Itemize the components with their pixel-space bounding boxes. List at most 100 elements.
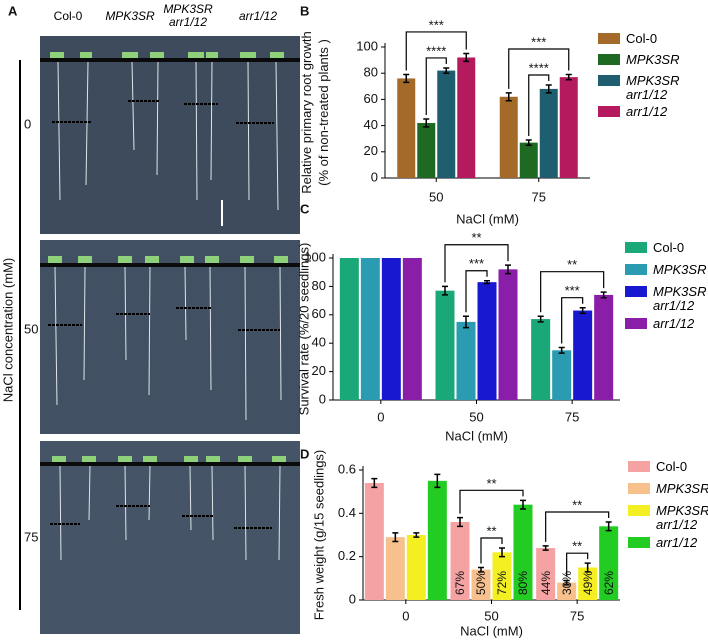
percent-label: 44% xyxy=(539,571,553,595)
legend-item: MPK3SR xyxy=(628,482,708,496)
bar xyxy=(406,535,426,600)
y-tick-label: 40 xyxy=(312,335,326,350)
y-tick-label: 40 xyxy=(364,117,378,132)
significance-bracket xyxy=(459,489,524,514)
bar xyxy=(427,480,447,600)
significance-bracket xyxy=(540,271,605,313)
x-tick-label: 75 xyxy=(532,189,546,204)
genotype-label: MPK3SR arr1/12 xyxy=(163,2,213,29)
x-tick-label: 0 xyxy=(377,409,384,424)
bar xyxy=(594,294,614,400)
root-marks xyxy=(48,100,280,529)
x-axis-label: NaCl (mM) xyxy=(445,428,508,443)
significance-bracket xyxy=(508,48,570,89)
significance-label: **** xyxy=(426,43,446,58)
leaves xyxy=(48,52,288,462)
photo-panels xyxy=(19,36,300,634)
legend-label: arr1/12 xyxy=(653,316,695,331)
x-tick-label: 75 xyxy=(565,409,579,424)
panel-label: C xyxy=(300,201,310,216)
legend-item: Col-0 xyxy=(628,460,708,474)
y-axis-label: (% of non-treated plants ) xyxy=(316,39,331,186)
significance-label: *** xyxy=(469,256,484,271)
legend-label: Col-0 xyxy=(656,459,688,474)
legend-label: MPK3SR arr1/12 xyxy=(656,503,708,532)
concentration-label: 0 xyxy=(24,116,31,131)
panel-label: D xyxy=(300,446,309,461)
significance-label: ** xyxy=(572,497,582,512)
photo xyxy=(40,36,300,234)
bar xyxy=(339,258,359,400)
photo xyxy=(40,240,300,434)
error-bar xyxy=(403,73,410,84)
bar xyxy=(559,77,578,178)
panel-label: A xyxy=(8,3,18,18)
error-bar xyxy=(605,521,612,532)
concentration-label: 75 xyxy=(24,529,38,544)
legend-label: MPK3SR arr1/12 xyxy=(653,284,707,313)
legend-label: arr1/12 xyxy=(656,535,698,550)
bar xyxy=(492,552,512,600)
y-tick-label: 0.6 xyxy=(338,461,356,476)
legend-label: MPK3SR xyxy=(656,481,708,496)
bar xyxy=(498,269,518,400)
legend-swatch xyxy=(625,264,647,275)
bar xyxy=(360,258,380,400)
bar xyxy=(536,548,556,600)
y-tick-label: 60 xyxy=(312,306,326,321)
bar xyxy=(457,57,476,179)
photo xyxy=(40,441,300,634)
x-tick-label: 75 xyxy=(570,608,584,623)
percent-label: 49% xyxy=(581,571,595,595)
error-bar xyxy=(542,545,549,551)
y-axis-label: Fresh weight (g/15 seedlings) xyxy=(311,450,326,621)
legend-swatch xyxy=(625,318,647,329)
bar xyxy=(364,483,384,600)
error-bar xyxy=(537,315,544,323)
percent-label: 67% xyxy=(453,571,467,595)
y-tick-label: 60 xyxy=(364,91,378,106)
error-bar xyxy=(423,118,430,128)
error-bar xyxy=(457,516,463,528)
photo-bar xyxy=(40,58,300,62)
legend-swatch xyxy=(598,54,620,65)
bar xyxy=(499,96,518,178)
error-bar xyxy=(442,285,448,296)
y-axis-label: Relative primary root growth xyxy=(299,31,314,194)
x-axis-label: NaCl (mM) xyxy=(460,623,523,638)
x-tick-label: 0 xyxy=(402,608,409,623)
legend-item: Col-0 xyxy=(598,32,702,46)
photo-ylabel: NaCl concentration (mM) xyxy=(0,258,15,403)
legend-label: MPK3SR xyxy=(653,262,707,277)
legend-swatch xyxy=(628,505,650,516)
error-bar xyxy=(600,291,607,299)
legend-swatch xyxy=(598,33,620,44)
legend-swatch xyxy=(628,461,650,472)
bar xyxy=(578,567,598,600)
bar xyxy=(402,258,422,400)
legend-label: MPK3SR arr1/12 xyxy=(626,73,680,102)
y-tick-label: 0 xyxy=(349,591,356,606)
significance-label: **** xyxy=(529,60,549,75)
error-bar xyxy=(478,566,484,573)
legend-label: MPK3SR xyxy=(626,52,680,67)
bar xyxy=(573,310,593,400)
significance-bracket xyxy=(566,552,589,577)
y-tick-label: 0 xyxy=(319,391,326,406)
bar xyxy=(477,282,497,400)
error-bar xyxy=(558,346,565,354)
percent-label: 80% xyxy=(516,571,530,595)
error-bar xyxy=(443,67,450,74)
significance-label: ** xyxy=(572,539,582,554)
bar xyxy=(471,569,491,600)
y-tick-label: 0.2 xyxy=(338,548,356,563)
y-tick-label: 100 xyxy=(304,249,326,264)
y-tick-label: 100 xyxy=(356,38,378,53)
significance-bracket xyxy=(561,297,584,344)
significance-label: ** xyxy=(486,523,496,538)
error-bar xyxy=(505,264,511,275)
significance-label: *** xyxy=(429,17,444,32)
error-bar xyxy=(499,547,505,558)
